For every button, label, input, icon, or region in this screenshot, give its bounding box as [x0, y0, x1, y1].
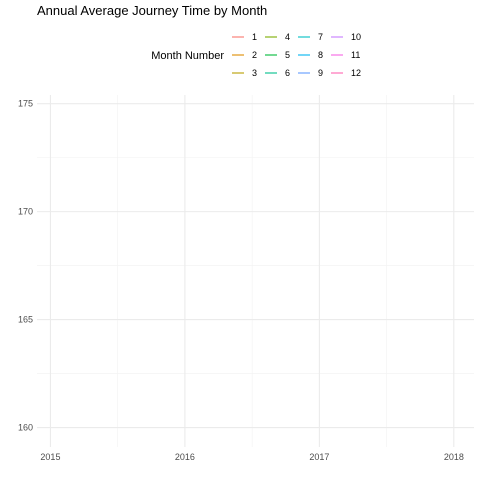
legend-label-5: 5 [285, 50, 290, 60]
x-tick-label: 2015 [40, 452, 60, 462]
legend-label-9: 9 [318, 68, 323, 78]
legend-label-10: 10 [351, 32, 361, 42]
legend-title: Month Number [151, 50, 224, 62]
x-tick-label: 2017 [309, 452, 329, 462]
x-tick-label: 2016 [175, 452, 195, 462]
minor-gridlines [37, 95, 474, 447]
legend-label-1: 1 [252, 32, 257, 42]
legend-label-2: 2 [252, 50, 257, 60]
chart-title: Annual Average Journey Time by Month [37, 3, 267, 18]
y-tick-label: 165 [18, 315, 33, 325]
x-axis-tick-labels: 2015 2016 2017 2018 [40, 452, 463, 462]
y-tick-label: 160 [18, 423, 33, 433]
legend-label-11: 11 [351, 50, 360, 60]
plot-area [37, 95, 474, 447]
legend-label-3: 3 [252, 68, 257, 78]
legend-label-12: 12 [351, 68, 361, 78]
legend-label-6: 6 [285, 68, 290, 78]
x-tick-label: 2018 [444, 452, 464, 462]
legend-label-8: 8 [318, 50, 323, 60]
y-tick-label: 170 [18, 207, 33, 217]
y-tick-label: 175 [18, 99, 33, 109]
legend-label-7: 7 [318, 32, 323, 42]
y-axis-tick-labels: 160 165 170 175 [18, 99, 33, 433]
legend-label-4: 4 [285, 32, 290, 42]
major-gridlines [37, 95, 474, 447]
